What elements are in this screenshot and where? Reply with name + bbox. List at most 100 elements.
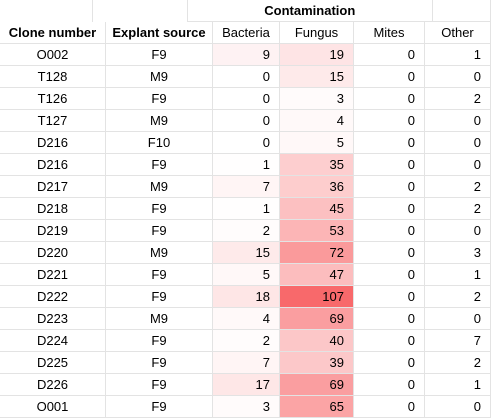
cell-fungus[interactable]: 36 [280,176,354,198]
cell-mites[interactable]: 0 [354,264,425,286]
cell-other[interactable]: 2 [425,352,491,374]
cell-explant-source[interactable]: F9 [106,88,213,110]
column-header-mites[interactable]: Mites [354,22,425,44]
cell-other[interactable]: 2 [425,176,491,198]
contamination-group-header[interactable]: Contamination [187,0,433,22]
cell-explant-source[interactable]: M9 [106,66,213,88]
cell-clone-number[interactable]: D220 [0,242,106,264]
cell-other[interactable]: 2 [425,286,491,308]
column-header-bacteria[interactable]: Bacteria [213,22,280,44]
column-header-fungus[interactable]: Fungus [280,22,354,44]
cell-bacteria[interactable]: 5 [213,264,280,286]
header-cell-empty[interactable] [93,0,188,22]
cell-explant-source[interactable]: M9 [106,176,213,198]
cell-bacteria[interactable]: 0 [213,110,280,132]
cell-explant-source[interactable]: F9 [106,330,213,352]
cell-fungus[interactable]: 40 [280,330,354,352]
cell-explant-source[interactable]: F9 [106,352,213,374]
cell-bacteria[interactable]: 7 [213,176,280,198]
cell-clone-number[interactable]: D226 [0,374,106,396]
cell-clone-number[interactable]: T128 [0,66,106,88]
cell-mites[interactable]: 0 [354,308,425,330]
column-header-clone-number[interactable]: Clone number [0,22,106,44]
cell-mites[interactable]: 0 [354,352,425,374]
cell-clone-number[interactable]: O002 [0,44,106,66]
cell-clone-number[interactable]: T126 [0,88,106,110]
cell-mites[interactable]: 0 [354,154,425,176]
column-header-other[interactable]: Other [425,22,491,44]
cell-other[interactable]: 1 [425,374,491,396]
cell-other[interactable]: 1 [425,44,491,66]
cell-mites[interactable]: 0 [354,286,425,308]
cell-explant-source[interactable]: F9 [106,374,213,396]
cell-bacteria[interactable]: 0 [213,132,280,154]
cell-fungus[interactable]: 15 [280,66,354,88]
cell-bacteria[interactable]: 9 [213,44,280,66]
cell-fungus[interactable]: 19 [280,44,354,66]
cell-explant-source[interactable]: M9 [106,308,213,330]
cell-fungus[interactable]: 107 [280,286,354,308]
cell-clone-number[interactable]: O001 [0,396,106,418]
cell-explant-source[interactable]: F9 [106,264,213,286]
cell-explant-source[interactable]: F9 [106,220,213,242]
cell-fungus[interactable]: 39 [280,352,354,374]
cell-mites[interactable]: 0 [354,396,425,418]
cell-other[interactable]: 0 [425,396,491,418]
cell-explant-source[interactable]: F9 [106,154,213,176]
cell-bacteria[interactable]: 2 [213,220,280,242]
cell-bacteria[interactable]: 18 [213,286,280,308]
cell-other[interactable]: 2 [425,198,491,220]
cell-bacteria[interactable]: 0 [213,88,280,110]
cell-clone-number[interactable]: D216 [0,132,106,154]
header-cell-empty[interactable] [0,0,94,22]
cell-mites[interactable]: 0 [354,330,425,352]
cell-clone-number[interactable]: D222 [0,286,106,308]
cell-other[interactable]: 0 [425,154,491,176]
cell-explant-source[interactable]: F9 [106,286,213,308]
cell-clone-number[interactable]: D224 [0,330,106,352]
cell-bacteria[interactable]: 17 [213,374,280,396]
cell-bacteria[interactable]: 1 [213,154,280,176]
cell-clone-number[interactable]: D216 [0,154,106,176]
cell-other[interactable]: 0 [425,220,491,242]
cell-other[interactable]: 0 [425,110,491,132]
cell-fungus[interactable]: 65 [280,396,354,418]
cell-fungus[interactable]: 47 [280,264,354,286]
cell-other[interactable]: 2 [425,88,491,110]
cell-bacteria[interactable]: 2 [213,330,280,352]
cell-mites[interactable]: 0 [354,242,425,264]
cell-explant-source[interactable]: M9 [106,242,213,264]
cell-mites[interactable]: 0 [354,44,425,66]
cell-clone-number[interactable]: D217 [0,176,106,198]
cell-fungus[interactable]: 69 [280,374,354,396]
cell-explant-source[interactable]: M9 [106,110,213,132]
cell-clone-number[interactable]: D221 [0,264,106,286]
cell-mites[interactable]: 0 [354,374,425,396]
cell-other[interactable]: 1 [425,264,491,286]
cell-other[interactable]: 0 [425,308,491,330]
cell-explant-source[interactable]: F9 [106,198,213,220]
cell-mites[interactable]: 0 [354,198,425,220]
cell-bacteria[interactable]: 3 [213,396,280,418]
cell-fungus[interactable]: 53 [280,220,354,242]
cell-explant-source[interactable]: F10 [106,132,213,154]
cell-clone-number[interactable]: D225 [0,352,106,374]
cell-clone-number[interactable]: T127 [0,110,106,132]
cell-bacteria[interactable]: 15 [213,242,280,264]
cell-explant-source[interactable]: F9 [106,396,213,418]
cell-bacteria[interactable]: 4 [213,308,280,330]
cell-fungus[interactable]: 4 [280,110,354,132]
cell-other[interactable]: 3 [425,242,491,264]
cell-mites[interactable]: 0 [354,66,425,88]
cell-explant-source[interactable]: F9 [106,44,213,66]
cell-bacteria[interactable]: 0 [213,66,280,88]
cell-clone-number[interactable]: D219 [0,220,106,242]
cell-mites[interactable]: 0 [354,176,425,198]
cell-mites[interactable]: 0 [354,132,425,154]
cell-fungus[interactable]: 35 [280,154,354,176]
cell-mites[interactable]: 0 [354,110,425,132]
cell-bacteria[interactable]: 1 [213,198,280,220]
cell-fungus[interactable]: 45 [280,198,354,220]
cell-clone-number[interactable]: D218 [0,198,106,220]
cell-bacteria[interactable]: 7 [213,352,280,374]
